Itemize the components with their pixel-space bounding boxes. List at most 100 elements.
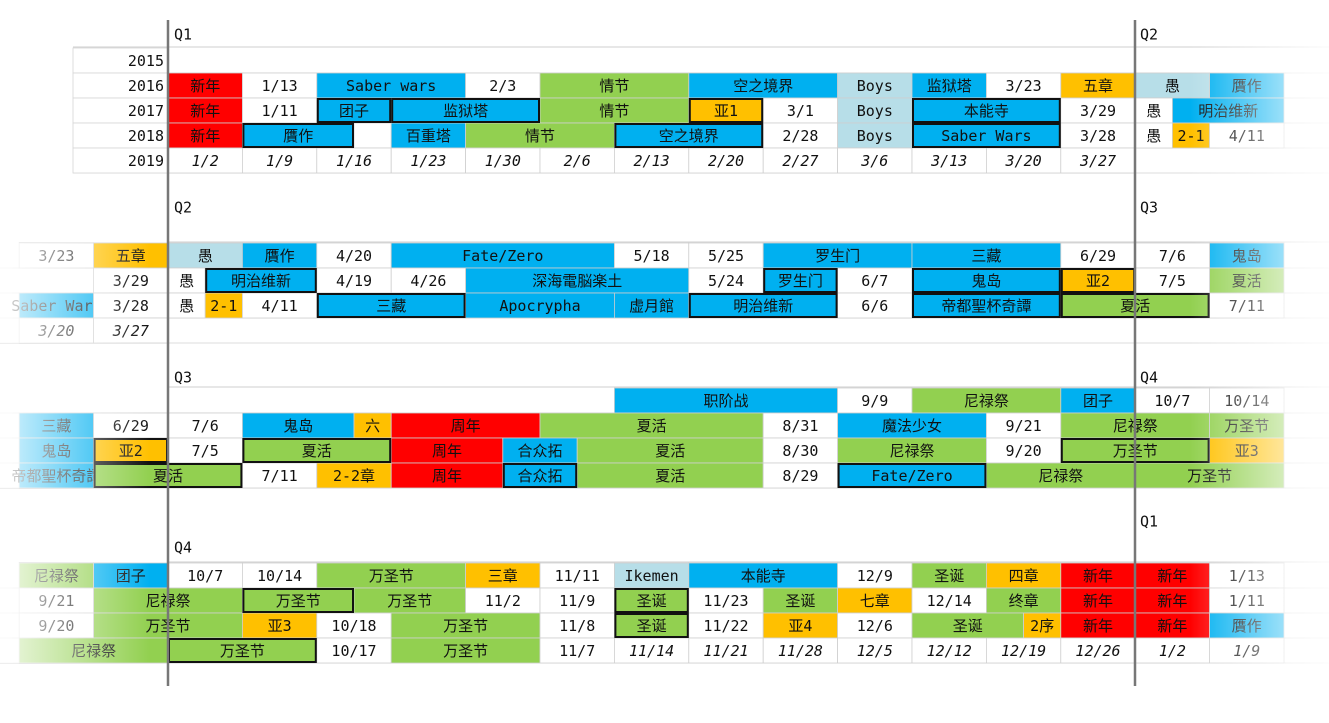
cell bbox=[837, 562, 913, 589]
cell bbox=[465, 147, 541, 174]
cell-text: 虚月館 bbox=[629, 297, 674, 315]
cell-text: 亚1 bbox=[714, 102, 738, 120]
cell-text: 贋作 bbox=[265, 247, 295, 265]
cell-text: 3/23 bbox=[1006, 77, 1042, 95]
cell bbox=[167, 412, 243, 439]
cell bbox=[688, 72, 838, 99]
cell bbox=[390, 267, 467, 294]
cell-border bbox=[242, 588, 354, 613]
cell-text: 11/14 bbox=[629, 642, 674, 660]
cell-text: 情节 bbox=[599, 77, 629, 95]
cell-border bbox=[837, 463, 987, 488]
cell-text: 魔法少女 bbox=[882, 417, 942, 435]
cell-text: 万圣节 bbox=[387, 592, 432, 610]
cell-text: 4/26 bbox=[410, 272, 446, 290]
cell bbox=[1060, 97, 1136, 124]
cell-text: 3/28 bbox=[1080, 127, 1116, 145]
cell-border bbox=[242, 438, 392, 463]
cell-text: 7/6 bbox=[1159, 247, 1186, 265]
cell-text: 2/20 bbox=[708, 152, 744, 170]
cell-text: 新年 bbox=[190, 77, 220, 95]
cell-text: 五章 bbox=[1083, 77, 1113, 95]
cell-text: 愚 bbox=[179, 272, 194, 290]
year-cell bbox=[72, 72, 169, 99]
cell-text: 夏活 bbox=[302, 442, 332, 460]
cell-text: 团子 bbox=[339, 102, 369, 120]
cell bbox=[1134, 97, 1173, 124]
cell-text: 六 bbox=[365, 417, 380, 435]
cell bbox=[241, 612, 318, 639]
cell-text: Fate/Zero bbox=[462, 247, 543, 265]
cell-text: 12/9 bbox=[857, 567, 893, 585]
year-label: 2018 bbox=[128, 127, 164, 145]
cell-text: 新年 bbox=[1157, 592, 1187, 610]
cell-text: 三藏 bbox=[376, 297, 406, 315]
next-quarter-label: Q4 bbox=[1140, 369, 1158, 387]
cell-text: 深海電脳楽土 bbox=[532, 272, 622, 290]
cell-text: 本能寺 bbox=[741, 567, 786, 585]
cell-border bbox=[614, 613, 689, 638]
cell-border bbox=[912, 123, 1061, 148]
cell-text: 2-2章 bbox=[333, 467, 375, 485]
cell bbox=[911, 637, 987, 664]
cell bbox=[688, 562, 838, 589]
cell-text: 圣诞 bbox=[934, 567, 964, 585]
cell bbox=[353, 122, 392, 149]
cell bbox=[614, 292, 690, 319]
cell bbox=[316, 562, 466, 589]
cell-text: 明治维新 bbox=[733, 297, 793, 315]
cell-text: 7/6 bbox=[192, 417, 219, 435]
quarter-label: Q3 bbox=[174, 369, 192, 387]
cell-text: 10/14 bbox=[257, 567, 302, 585]
cell bbox=[762, 637, 839, 664]
cell-text: 周年 bbox=[432, 467, 462, 485]
cell-text: 3/6 bbox=[860, 152, 888, 170]
cell-text: 1/9 bbox=[266, 152, 293, 170]
cell-text: 三藏 bbox=[971, 247, 1001, 265]
cell bbox=[762, 412, 839, 439]
cell-text: 2/27 bbox=[782, 152, 818, 170]
cell bbox=[390, 242, 615, 269]
cell-border bbox=[391, 98, 541, 123]
cell bbox=[911, 612, 1024, 639]
cell-text: 11/2 bbox=[485, 592, 521, 610]
cell bbox=[837, 437, 987, 464]
cell-border bbox=[912, 98, 1061, 123]
cell-text: 11/11 bbox=[555, 567, 600, 585]
cell bbox=[614, 612, 690, 639]
cell-text: 尼禄祭 bbox=[889, 442, 934, 460]
cell bbox=[241, 412, 355, 439]
cell bbox=[837, 72, 913, 99]
cell bbox=[614, 147, 690, 174]
cell-text: 5/24 bbox=[708, 272, 744, 290]
cell-text: 3/29 bbox=[1080, 102, 1116, 120]
cell-text: 监狱塔 bbox=[927, 77, 972, 95]
cell bbox=[762, 462, 839, 489]
cell-text: 5/25 bbox=[708, 247, 744, 265]
cell-text: 愚 bbox=[179, 297, 194, 315]
cell bbox=[316, 267, 392, 294]
cell bbox=[762, 267, 839, 294]
cell-text: 尼禄祭 bbox=[1038, 467, 1083, 485]
next-quarter-label: Q3 bbox=[1140, 199, 1158, 217]
cell-text: 新年 bbox=[1157, 567, 1187, 585]
cell-text: 4/19 bbox=[336, 272, 372, 290]
cell bbox=[986, 462, 1136, 489]
cell bbox=[167, 267, 206, 294]
cell-text: 10/18 bbox=[331, 617, 376, 635]
cell bbox=[986, 587, 1062, 614]
cell-text: 圣诞 bbox=[953, 617, 983, 635]
cell-text: 圣诞 bbox=[785, 592, 815, 610]
cell-border bbox=[502, 463, 578, 488]
cell-text: 10/7 bbox=[1154, 392, 1190, 410]
year-label: 2019 bbox=[128, 152, 164, 170]
cell bbox=[837, 637, 913, 664]
cell-text: 10/17 bbox=[331, 642, 376, 660]
cell-text: 夏活 bbox=[637, 417, 667, 435]
cell bbox=[986, 637, 1062, 664]
year-label: 2016 bbox=[128, 77, 164, 95]
cell bbox=[465, 562, 541, 589]
cell-text: 1/2 bbox=[192, 152, 219, 170]
cell bbox=[614, 122, 764, 149]
